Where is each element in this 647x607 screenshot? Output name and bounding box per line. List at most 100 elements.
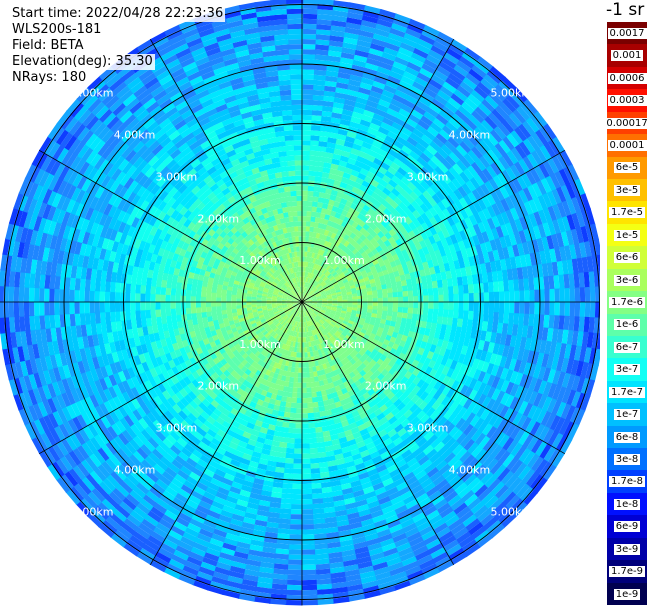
beta-cell [332, 318, 339, 323]
beta-cell [302, 130, 312, 136]
beta-cell [287, 165, 296, 172]
beta-cell [298, 306, 301, 312]
beta-cell [283, 253, 289, 260]
beta-cell [234, 254, 241, 261]
beta-cell [380, 279, 387, 286]
beta-cell [308, 361, 313, 368]
beta-cell [232, 247, 240, 255]
beta-cell [332, 334, 338, 340]
beta-cell [315, 212, 322, 218]
beta-cell [320, 291, 326, 295]
beta-cell [288, 422, 296, 429]
beta-cell [318, 279, 324, 285]
beta-cell [297, 322, 300, 328]
beta-cell [297, 382, 302, 388]
beta-cell [307, 310, 311, 315]
beta-cell [294, 231, 299, 237]
beta-cell [321, 330, 326, 336]
beta-cell [256, 299, 262, 302]
beta-cell [293, 135, 303, 141]
beta-cell [272, 241, 278, 248]
beta-cell [301, 448, 310, 454]
beta-cell [317, 320, 323, 326]
beta-cell [327, 350, 333, 357]
beta-cell [308, 170, 317, 177]
beta-cell [316, 297, 322, 300]
beta-cell [309, 308, 314, 313]
beta-cell [287, 295, 293, 299]
beta-cell [273, 326, 279, 333]
beta-cell [312, 105, 324, 111]
beta-cell [270, 324, 276, 330]
beta-cell [322, 323, 327, 329]
beta-cell [351, 324, 358, 330]
beta-cell [337, 297, 343, 301]
beta-cell [321, 316, 327, 322]
beta-cell [114, 301, 121, 312]
beta-cell [303, 337, 307, 343]
beta-cell [306, 282, 310, 288]
beta-cell [297, 256, 300, 262]
beta-cell [298, 367, 302, 373]
beta-cell [354, 346, 361, 353]
beta-cell [333, 273, 339, 279]
beta-cell [313, 323, 318, 330]
beta-cell [268, 312, 275, 317]
beta-cell [293, 262, 297, 268]
beta-cell [308, 175, 316, 182]
beta-cell [371, 286, 377, 292]
beta-cell [387, 302, 393, 308]
beta-cell [303, 292, 306, 298]
beta-cell [279, 280, 285, 286]
beta-cell [278, 330, 283, 336]
beta-cell [337, 279, 343, 284]
beta-cell [281, 298, 287, 301]
beta-cell [320, 228, 326, 235]
beta-cell [343, 234, 350, 241]
beta-cell [282, 277, 288, 283]
beta-cell [301, 458, 311, 464]
beta-cell [283, 125, 294, 131]
beta-cell [302, 307, 304, 313]
beta-cell [294, 155, 303, 161]
beta-cell [343, 337, 350, 343]
beta-cell [271, 344, 277, 351]
beta-cell [248, 351, 255, 359]
beta-cell [298, 362, 302, 368]
beta-cell [267, 290, 274, 295]
beta-cell [296, 306, 300, 311]
beta-cell [293, 130, 303, 136]
beta-cell [324, 288, 330, 292]
beta-cell [285, 290, 290, 294]
beta-cell [292, 315, 296, 321]
beta-cell [328, 274, 334, 280]
beta-cell [352, 235, 360, 243]
beta-cell [287, 298, 293, 301]
beta-cell [297, 311, 300, 317]
beta-cell [249, 345, 256, 353]
beta-cell [329, 348, 336, 355]
beta-cell [297, 261, 301, 267]
beta-cell [355, 365, 363, 373]
beta-cell [291, 267, 295, 274]
beta-cell [325, 209, 333, 216]
beta-cell [334, 266, 340, 272]
beta-cell [254, 356, 261, 364]
beta-cell [281, 278, 287, 284]
beta-cell [216, 332, 224, 339]
beta-cell [290, 402, 297, 409]
beta-cell [284, 350, 289, 356]
beta-cell [367, 294, 373, 299]
beta-cell [211, 296, 217, 302]
beta-cell [283, 462, 294, 469]
beta-cell [328, 337, 334, 343]
beta-cell [254, 363, 261, 370]
beta-cell [344, 342, 351, 349]
beta-cell [283, 186, 291, 193]
beta-cell [303, 292, 307, 298]
beta-cell [293, 336, 297, 342]
beta-cell [296, 287, 299, 293]
beta-cell [245, 277, 252, 283]
beta-cell [272, 318, 278, 323]
beta-cell [279, 380, 286, 387]
